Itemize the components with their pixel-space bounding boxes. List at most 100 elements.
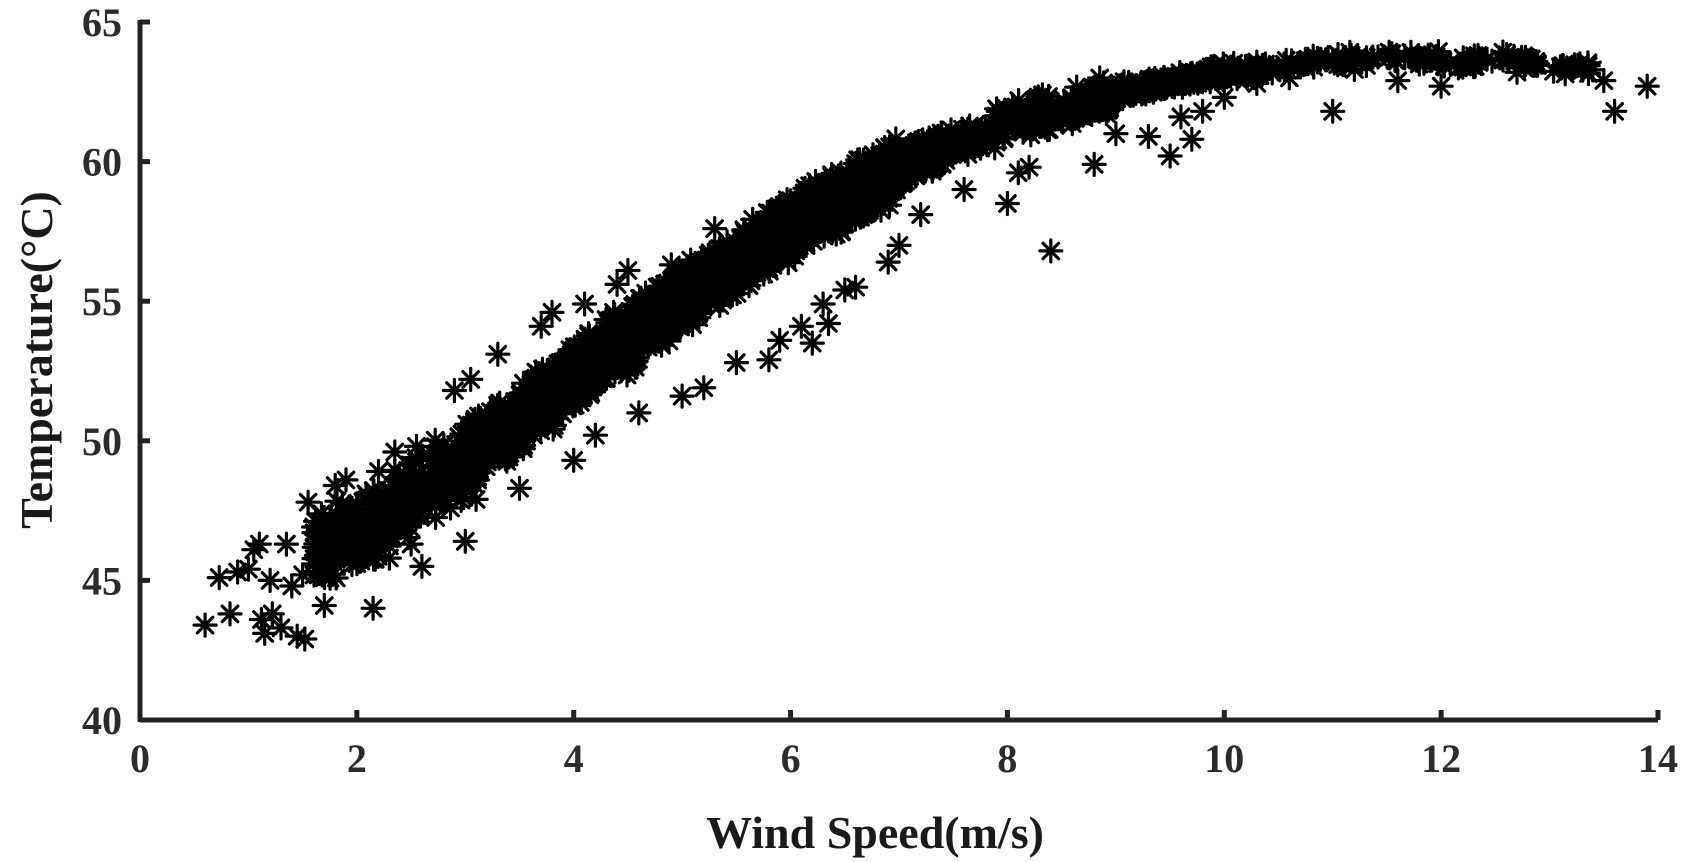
y-tick-label: 40	[82, 698, 122, 743]
cloud-point	[1005, 87, 1032, 114]
data-point	[431, 447, 457, 473]
data-point	[279, 573, 305, 599]
x-tick-label: 10	[1204, 736, 1244, 781]
data-point	[311, 592, 337, 619]
data-point	[458, 366, 484, 392]
data-point	[626, 400, 652, 426]
cloud-point	[1087, 81, 1113, 108]
cloud-point	[1411, 45, 1438, 71]
data-point	[1168, 104, 1194, 130]
cloud-point	[850, 147, 877, 173]
data-point	[217, 601, 243, 627]
data-point	[1601, 98, 1628, 124]
data-points	[192, 38, 1660, 652]
cloud-point	[749, 239, 775, 265]
cloud-point	[1256, 55, 1282, 82]
x-tick-label: 12	[1421, 736, 1461, 781]
data-point	[338, 511, 364, 538]
data-point	[235, 556, 261, 582]
cloud-point	[1035, 108, 1061, 134]
x-tick-label: 14	[1638, 736, 1678, 781]
cloud-point	[586, 343, 612, 369]
data-point	[452, 528, 478, 554]
data-point	[1081, 151, 1107, 177]
x-tick-label: 6	[781, 736, 801, 781]
tick-marks: 0 2 4 6 8 10 12 14 40 45 50 55 60 65	[82, 0, 1678, 781]
data-point	[1211, 84, 1237, 111]
cloud-point	[681, 285, 708, 311]
data-point	[1591, 67, 1617, 94]
data-point	[290, 562, 316, 588]
data-point	[1341, 56, 1368, 83]
cloud-point	[1360, 44, 1386, 70]
data-point	[691, 375, 717, 401]
cloud-point	[953, 122, 979, 148]
cloud-point	[843, 165, 869, 191]
data-point	[1547, 54, 1574, 80]
cloud-point	[792, 208, 818, 234]
data-point	[669, 383, 695, 409]
cloud-point	[1315, 44, 1341, 71]
data-point	[702, 216, 728, 242]
data-point	[994, 190, 1021, 217]
cloud-point	[689, 263, 715, 289]
data-point	[317, 556, 343, 582]
data-point	[1461, 54, 1487, 80]
y-tick-label: 45	[82, 558, 122, 603]
data-point	[582, 422, 609, 448]
cloud-point	[1014, 100, 1040, 126]
data-point	[1179, 126, 1205, 152]
data-point	[420, 484, 446, 510]
cloud-point	[1376, 39, 1402, 65]
cloud-point	[826, 177, 852, 203]
data-point	[799, 330, 825, 356]
cloud-point	[677, 307, 704, 333]
cloud-point	[1059, 110, 1085, 137]
y-tick-label: 55	[82, 279, 122, 324]
data-point	[409, 553, 435, 580]
cloud-point	[546, 362, 572, 388]
cloud-point	[816, 213, 842, 239]
data-point	[485, 341, 511, 367]
data-point	[886, 232, 912, 258]
data-point	[528, 313, 554, 339]
data-point	[1016, 154, 1042, 180]
cloud-point	[358, 535, 384, 561]
data-point	[376, 545, 402, 571]
cloud-point	[467, 434, 493, 461]
data-point	[951, 176, 977, 203]
cloud-point	[645, 301, 671, 327]
cloud-point	[407, 468, 433, 494]
cloud-point	[758, 200, 784, 227]
cloud-point	[990, 125, 1016, 151]
cloud-point	[771, 234, 797, 260]
x-tick-label: 2	[347, 736, 367, 781]
cloud-point	[380, 524, 406, 550]
cloud-point	[903, 130, 930, 156]
cloud-point	[983, 96, 1010, 122]
data-point	[333, 467, 359, 493]
data-point	[387, 503, 413, 529]
data-point	[246, 531, 272, 557]
data-point	[1135, 123, 1162, 150]
cloud-point	[615, 322, 641, 348]
data-point	[365, 458, 392, 485]
data-point	[441, 377, 467, 404]
cloud-point	[899, 150, 925, 176]
cloud-point	[641, 330, 667, 356]
cloud-point	[879, 177, 906, 203]
data-point	[382, 439, 408, 465]
data-point	[658, 252, 684, 278]
data-point	[355, 514, 381, 541]
cloud-point	[842, 196, 869, 222]
data-point	[815, 310, 842, 337]
data-point	[360, 595, 386, 621]
data-point	[1038, 238, 1064, 264]
cloud-point	[1052, 97, 1078, 123]
data-point	[875, 249, 901, 275]
cloud-point	[496, 444, 522, 470]
cloud-point	[1173, 62, 1200, 88]
cloud-point	[792, 175, 818, 201]
data-point	[1320, 98, 1346, 124]
